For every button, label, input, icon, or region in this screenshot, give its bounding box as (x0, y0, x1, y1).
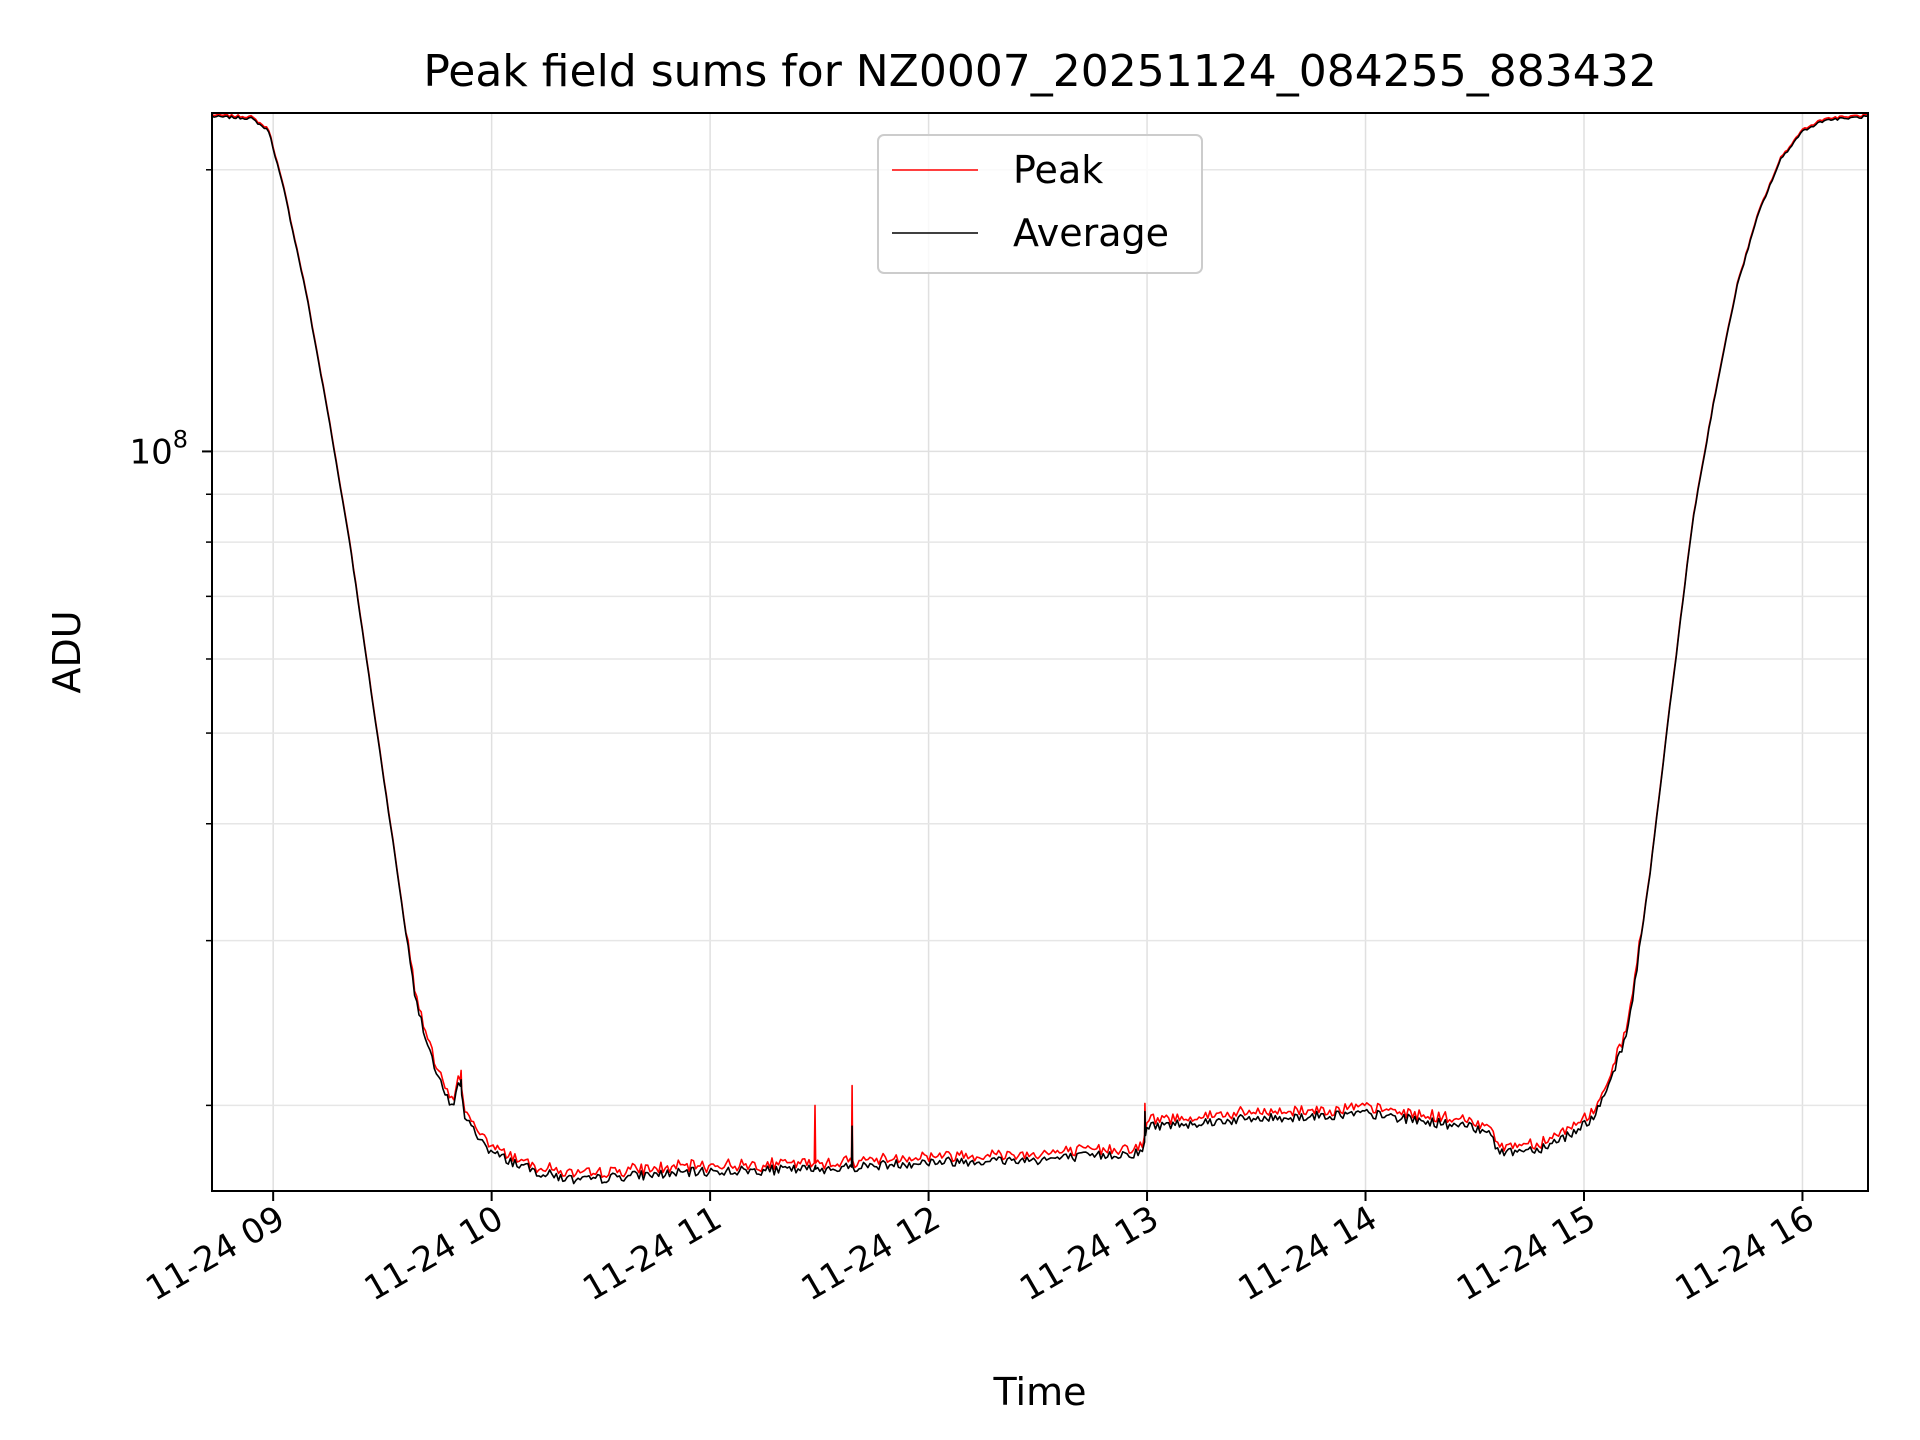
plot-frame (211, 112, 1869, 1192)
series-line-peak (212, 113, 1868, 1178)
series-line-average (212, 114, 1868, 1185)
legend: Peak Average (877, 134, 1203, 274)
legend-label-peak: Peak (1013, 148, 1103, 192)
series-lines (212, 113, 1868, 1185)
x-axis-label: Time (993, 1370, 1087, 1414)
legend-label-average: Average (1013, 211, 1169, 255)
y-axis-label: ADU (45, 610, 89, 693)
chart-title: Peak field sums for NZ0007_20251124_0842… (423, 46, 1656, 97)
grid (212, 113, 1868, 1191)
